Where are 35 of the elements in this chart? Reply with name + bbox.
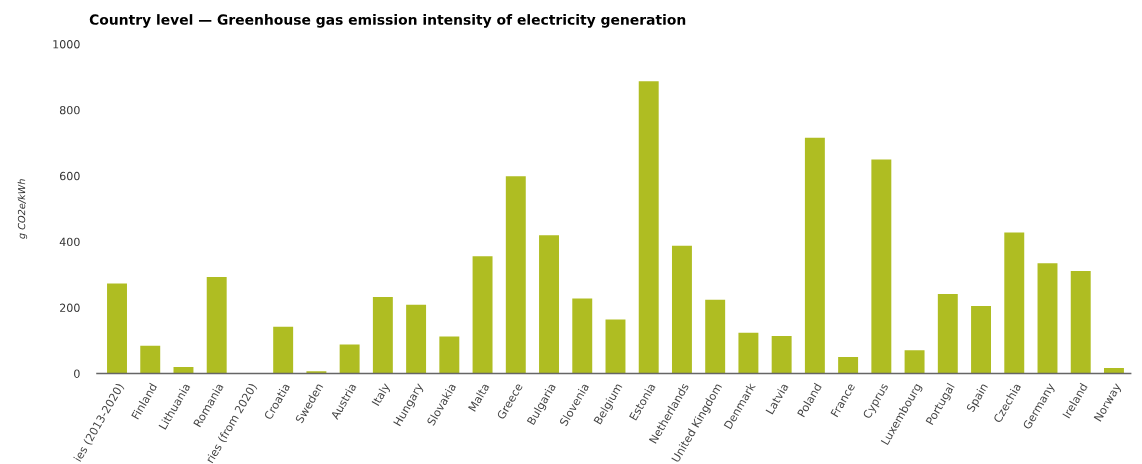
y-axis-title: g CO2e/kWh — [17, 179, 28, 239]
bar — [472, 256, 493, 374]
bar — [107, 283, 127, 374]
bar — [937, 294, 958, 374]
chart-title: Country level — Greenhouse gas emission intensity of electricity generation — [89, 14, 686, 28]
y-tick-label: 200 — [60, 303, 80, 313]
bar — [1070, 271, 1091, 374]
bar — [273, 326, 294, 374]
bar — [206, 276, 227, 374]
y-tick-label: 1000 — [53, 40, 80, 49]
bar — [705, 299, 726, 374]
bar — [771, 335, 792, 374]
bar — [372, 297, 393, 374]
bar — [638, 81, 659, 374]
y-tick-label: 400 — [59, 237, 80, 247]
bar — [1037, 263, 1058, 374]
bar — [572, 298, 593, 374]
bar — [838, 357, 859, 374]
bar — [439, 336, 460, 374]
y-tick-label: 0 — [74, 369, 80, 378]
y-tick-label: 600 — [59, 171, 80, 181]
bar — [339, 344, 360, 374]
y-tick-label: 800 — [59, 105, 80, 115]
bar — [804, 137, 825, 374]
bar — [904, 350, 925, 374]
bar — [871, 159, 892, 374]
bar — [971, 305, 992, 374]
bar — [406, 304, 427, 374]
bar — [505, 176, 526, 374]
bar — [539, 235, 559, 374]
bar — [671, 245, 692, 374]
bar — [738, 332, 759, 374]
bar — [140, 345, 161, 374]
bar — [1004, 232, 1025, 374]
bar — [605, 319, 626, 374]
